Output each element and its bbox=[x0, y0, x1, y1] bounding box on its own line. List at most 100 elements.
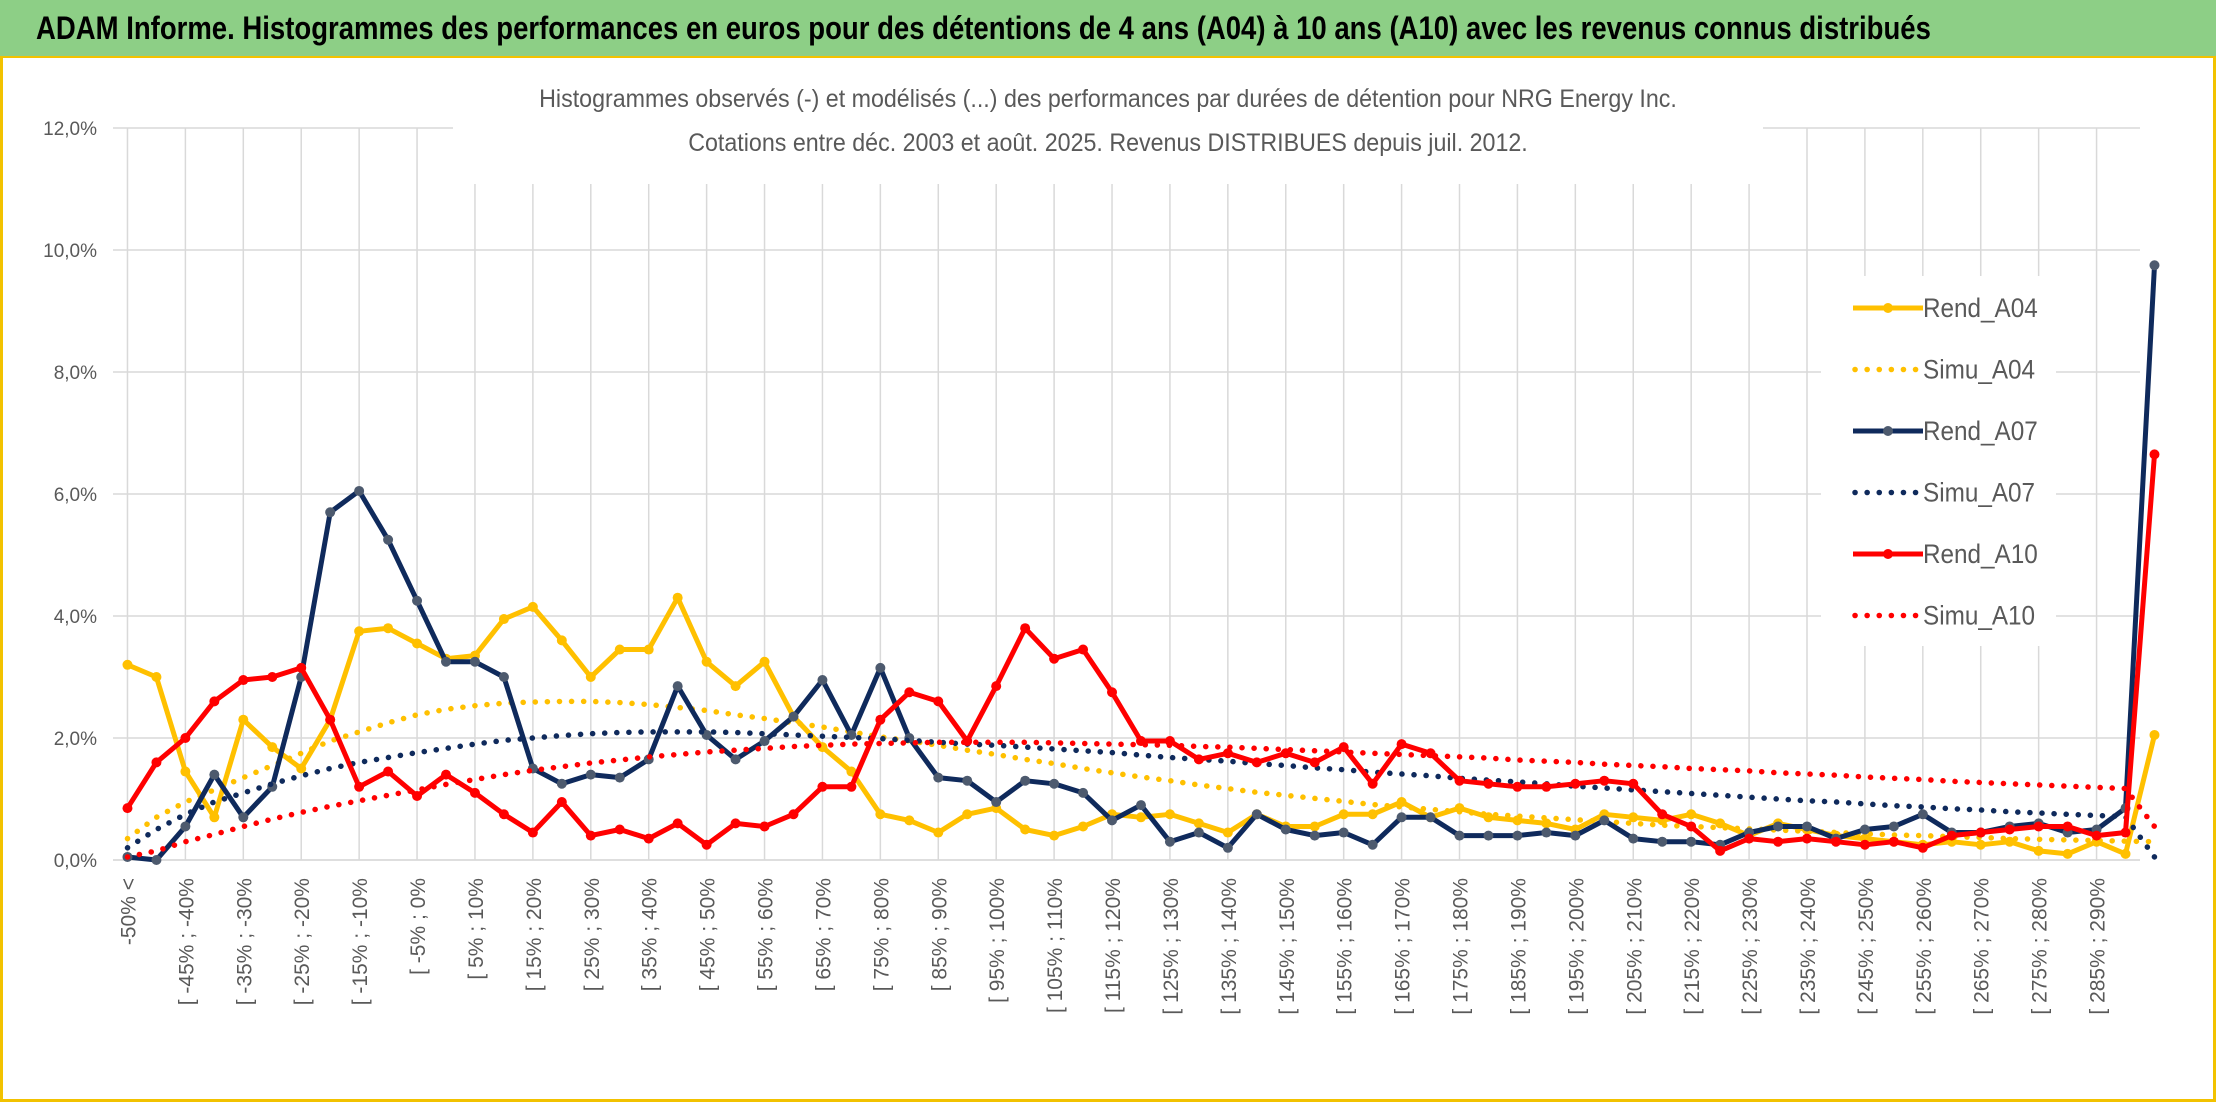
x-tick-label: [ 175% ; 180% bbox=[1450, 878, 1473, 1015]
data-point-rend-a07 bbox=[354, 485, 365, 496]
x-tick-label: [ 255% ; 260% bbox=[1913, 878, 1936, 1015]
data-point-rend-a07 bbox=[1599, 815, 1610, 826]
x-tick-label: [ 155% ; 160% bbox=[1334, 878, 1357, 1015]
data-point-rend-a10 bbox=[1396, 739, 1407, 750]
data-point-rend-a10 bbox=[498, 809, 509, 820]
data-point-rend-a04 bbox=[1686, 809, 1697, 820]
data-point-rend-a10 bbox=[1773, 836, 1784, 847]
data-point-rend-a10 bbox=[2004, 824, 2015, 835]
data-point-rend-a07 bbox=[498, 672, 509, 682]
data-point-rend-a04 bbox=[383, 623, 394, 634]
data-point-rend-a07 bbox=[875, 662, 886, 673]
x-tick-label: [ 285% ; 290% bbox=[2087, 878, 2110, 1015]
data-point-rend-a04 bbox=[238, 714, 249, 725]
data-point-rend-a04 bbox=[614, 644, 625, 655]
data-point-rend-a04 bbox=[122, 659, 133, 670]
data-point-rend-a10 bbox=[151, 757, 162, 768]
data-point-rend-a07 bbox=[1628, 833, 1639, 844]
data-point-rend-a10 bbox=[1859, 839, 1870, 850]
data-point-rend-a10 bbox=[1309, 757, 1320, 768]
x-tick-label: [ 185% ; 190% bbox=[1507, 878, 1530, 1015]
data-point-rend-a10 bbox=[1570, 778, 1581, 789]
data-point-rend-a07 bbox=[1367, 839, 1378, 850]
data-point-rend-a07 bbox=[1251, 809, 1262, 820]
legend: Rend_A04 Simu_A04 Rend_A07 Simu_A07 Rend_A10… bbox=[1821, 276, 2056, 646]
legend-label-simu-a10: Simu_A10 bbox=[1923, 601, 2035, 630]
data-point-rend-a04 bbox=[643, 644, 654, 655]
data-point-rend-a10 bbox=[1715, 845, 1726, 856]
line-chart: 0,0% 2,0% 4,0% 6,0% 8,0% 10,0% 12,0% -50% < [ -… bbox=[43, 80, 2160, 1015]
data-point-rend-a10 bbox=[1541, 781, 1552, 792]
x-tick-label: [ 215% ; 220% bbox=[1681, 878, 1704, 1015]
y-tick-label: 8,0% bbox=[54, 363, 97, 384]
data-point-rend-a07 bbox=[2149, 260, 2160, 271]
x-tick-label: [ 265% ; 270% bbox=[1971, 878, 1994, 1015]
x-tick-label: [ 45% ; 50% bbox=[697, 878, 720, 991]
data-point-rend-a04 bbox=[209, 812, 220, 823]
data-point-rend-a04 bbox=[1020, 824, 1031, 835]
data-point-rend-a10 bbox=[1512, 781, 1523, 792]
data-point-rend-a10 bbox=[441, 769, 452, 780]
data-point-rend-a07 bbox=[469, 656, 480, 667]
x-tick-label: [ 55% ; 60% bbox=[755, 878, 778, 991]
data-point-rend-a10 bbox=[209, 696, 220, 707]
data-point-rend-a07 bbox=[759, 736, 770, 747]
data-point-rend-a10 bbox=[1222, 748, 1233, 759]
series-line-simu-a10 bbox=[124, 739, 2158, 860]
x-tick-label: [ 135% ; 140% bbox=[1218, 878, 1241, 1015]
data-point-rend-a10 bbox=[1107, 687, 1118, 698]
data-point-rend-a10 bbox=[1454, 775, 1465, 786]
data-point-rend-a10 bbox=[267, 672, 278, 682]
data-point-rend-a10 bbox=[1830, 836, 1841, 847]
x-tick-label: [ 5% ; 10% bbox=[465, 878, 488, 980]
data-point-rend-a07 bbox=[1135, 800, 1146, 811]
data-point-rend-a10 bbox=[759, 821, 770, 832]
data-point-rend-a10 bbox=[2091, 830, 2102, 841]
data-point-rend-a04 bbox=[354, 626, 365, 637]
data-point-rend-a07 bbox=[1164, 836, 1175, 847]
data-point-rend-a10 bbox=[614, 824, 625, 835]
x-tick-label: [ 165% ; 170% bbox=[1392, 878, 1415, 1015]
data-point-rend-a10 bbox=[2062, 821, 2073, 832]
data-point-rend-a04 bbox=[1309, 821, 1320, 832]
data-point-rend-a04 bbox=[1222, 827, 1233, 838]
data-point-rend-a04 bbox=[180, 766, 191, 777]
data-point-rend-a10 bbox=[1888, 836, 1899, 847]
data-point-rend-a04 bbox=[962, 809, 973, 820]
data-point-rend-a07 bbox=[1454, 830, 1465, 841]
grid-layer bbox=[113, 127, 2140, 861]
data-point-rend-a07 bbox=[1107, 815, 1118, 826]
data-point-rend-a10 bbox=[1917, 842, 1928, 853]
data-point-rend-a07 bbox=[1483, 830, 1494, 841]
data-point-rend-a04 bbox=[875, 809, 886, 820]
data-point-rend-a07 bbox=[1425, 812, 1436, 823]
data-point-rend-a07 bbox=[672, 681, 683, 692]
x-tick-label: [ 25% ; 30% bbox=[581, 878, 604, 991]
data-point-rend-a04 bbox=[933, 827, 944, 838]
x-tick-label: [ 85% ; 90% bbox=[928, 878, 951, 991]
data-point-rend-a07 bbox=[1193, 827, 1204, 838]
data-point-rend-a10 bbox=[354, 781, 365, 792]
data-point-rend-a04 bbox=[2033, 845, 2044, 856]
data-point-rend-a10 bbox=[730, 818, 741, 829]
data-point-rend-a07 bbox=[1541, 827, 1552, 838]
data-point-rend-a10 bbox=[1251, 757, 1262, 768]
chart-subtitle: Cotations entre déc. 2003 et août. 2025.… bbox=[688, 129, 1528, 157]
data-point-rend-a04 bbox=[701, 656, 712, 667]
data-point-rend-a10 bbox=[788, 809, 799, 820]
data-point-rend-a10 bbox=[933, 696, 944, 707]
data-point-rend-a07 bbox=[585, 769, 596, 780]
legend-label-rend-a07: Rend_A07 bbox=[1923, 417, 2038, 446]
data-point-rend-a04 bbox=[904, 815, 915, 826]
data-point-rend-a04 bbox=[1541, 818, 1552, 829]
data-point-rend-a10 bbox=[1483, 778, 1494, 789]
legend-label-rend-a10: Rend_A10 bbox=[1923, 540, 2038, 569]
data-point-rend-a07 bbox=[991, 797, 1002, 808]
data-point-rend-a07 bbox=[1020, 775, 1031, 786]
x-tick-label: [ -35% ; -30% bbox=[233, 878, 256, 1005]
legend-marker-rend-a04 bbox=[1883, 303, 1893, 313]
data-point-rend-a07 bbox=[1049, 778, 1060, 789]
data-point-rend-a10 bbox=[1078, 644, 1089, 655]
data-point-rend-a07 bbox=[1222, 842, 1233, 853]
data-point-rend-a07 bbox=[1773, 821, 1784, 832]
